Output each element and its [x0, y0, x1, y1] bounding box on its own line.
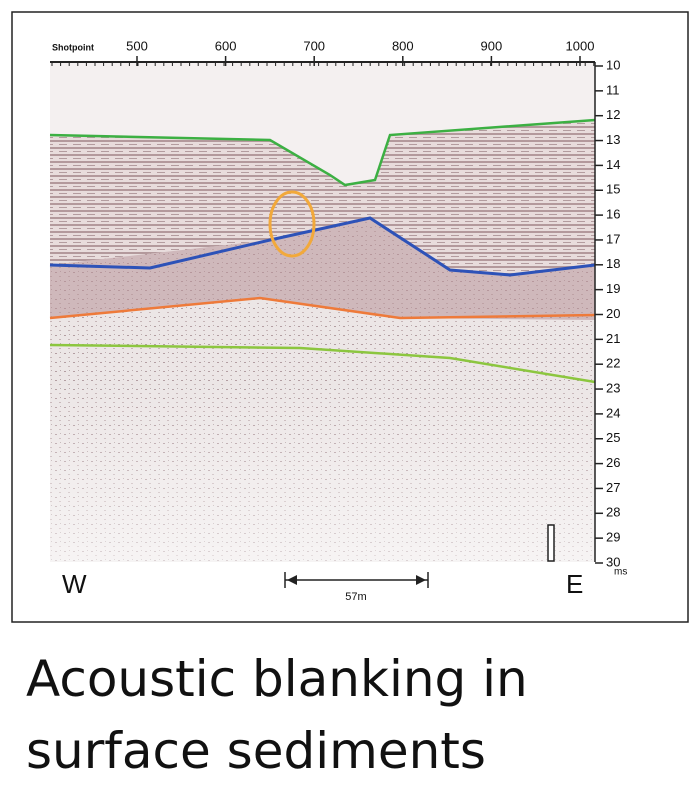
right-tick-label: 22: [606, 356, 620, 371]
right-tick-label: 18: [606, 256, 620, 271]
caption-line: Acoustic blanking in: [26, 643, 528, 715]
right-tick-label: 21: [606, 331, 620, 346]
right-axis-unit: ms: [614, 567, 627, 578]
right-tick-label: 19: [606, 281, 620, 296]
right-tick-label: 24: [606, 405, 620, 420]
right-tick-label: 12: [606, 107, 620, 122]
top-axis-title: Shotpoint: [52, 42, 94, 52]
top-tick-label: 800: [392, 38, 414, 53]
top-tick-label: 600: [215, 38, 237, 53]
caption-line: surface sediments: [26, 715, 486, 787]
right-tick-label: 16: [606, 207, 620, 222]
east-label: E: [566, 569, 583, 599]
right-tick-label: 25: [606, 430, 620, 445]
page: {"figure": { "top_axis": {"title": "Shot…: [0, 0, 700, 786]
right-tick-label: 26: [606, 455, 620, 470]
right-tick-label: 29: [606, 530, 620, 545]
top-tick-label: 700: [303, 38, 325, 53]
right-tick-label: 13: [606, 132, 620, 147]
right-tick-label: 11: [606, 82, 620, 97]
right-tick-label: 17: [606, 231, 620, 246]
right-tick-label: 10: [606, 57, 620, 72]
seismic-section: [50, 62, 595, 562]
right-tick-label: 23: [606, 380, 620, 395]
right-tick-label: 15: [606, 182, 620, 197]
right-tick-label: 14: [606, 157, 620, 172]
west-label: W: [62, 569, 87, 599]
top-tick-label: 900: [481, 38, 503, 53]
seismic-figure: 500 600 700 800 900 1000 10 11 12 13 14 15 16 17 18 19 2…: [0, 0, 700, 640]
right-tick-label: 27: [606, 480, 620, 495]
scale-label: 57m: [345, 591, 366, 603]
top-tick-label: 500: [126, 38, 148, 53]
right-tick-label: 28: [606, 505, 620, 520]
right-tick-label: 20: [606, 306, 620, 321]
top-tick-label: 1000: [566, 38, 595, 53]
